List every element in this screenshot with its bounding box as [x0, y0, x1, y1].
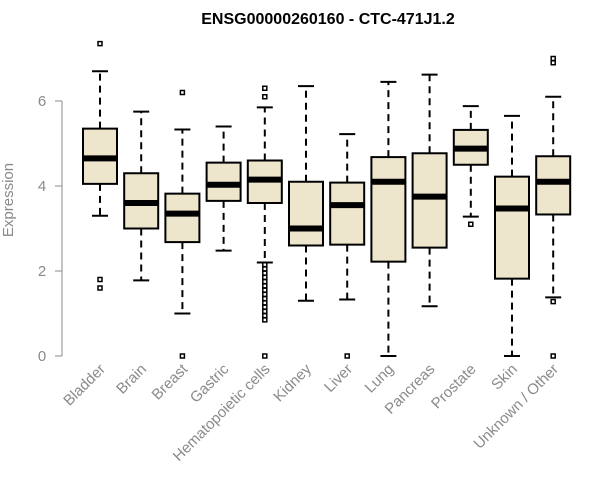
outlier-point [262, 274, 268, 281]
boxes-group [82, 40, 572, 359]
x-category-label: Skin [488, 361, 521, 394]
box-breast [164, 89, 201, 359]
outlier-point [262, 270, 268, 276]
outlier-point [344, 353, 350, 359]
iqr-box [164, 192, 201, 244]
iqr-box [411, 152, 448, 249]
iqr-box [535, 155, 572, 216]
x-category-label: Lung [362, 361, 398, 397]
outlier-point [262, 94, 268, 100]
outlier-point [262, 317, 268, 323]
box-unknown-other [535, 55, 572, 359]
outlier-point [262, 300, 268, 306]
box-hematopoietic-cells [246, 85, 283, 359]
outlier-point [179, 353, 186, 359]
outlier-point [97, 285, 103, 291]
outlier-point [262, 261, 268, 268]
box-gastric [205, 125, 242, 252]
outlier-point [262, 278, 268, 285]
x-category-label: Brain [113, 361, 150, 398]
x-category-label: Breast [149, 360, 192, 403]
box-brain [123, 110, 160, 282]
outlier-point [262, 287, 268, 293]
y-tick-label: 6 [38, 93, 46, 110]
box-bladder [82, 40, 118, 291]
outlier-point [97, 276, 103, 283]
x-category-label: Liver [321, 361, 356, 396]
box-kidney [288, 85, 324, 302]
x-category-label: Bladder [60, 361, 109, 410]
box-pancreas [411, 73, 448, 308]
box-prostate [452, 105, 489, 227]
iqr-box [288, 180, 324, 247]
y-tick-label: 2 [38, 263, 46, 280]
x-category-label: Prostate [428, 361, 480, 413]
outlier-point [97, 40, 103, 47]
outlier-point [550, 60, 556, 66]
outlier-point [550, 298, 556, 305]
iqr-box [494, 175, 530, 280]
outlier-point [550, 353, 556, 359]
outlier-point [262, 85, 268, 91]
outlier-point [468, 221, 474, 227]
box-liver [329, 133, 366, 359]
iqr-box [329, 181, 366, 246]
outlier-point [262, 312, 268, 319]
y-tick-label: 4 [38, 178, 46, 195]
outlier-point [262, 304, 268, 310]
box-lung [370, 80, 407, 357]
box-skin [494, 114, 530, 357]
y-axis-label: Expression [0, 163, 17, 237]
y-tick-label: 0 [38, 348, 46, 365]
outlier-point [179, 89, 186, 96]
outlier-point [262, 291, 268, 298]
outlier-point [262, 283, 268, 289]
x-category-label: Kidney [270, 360, 315, 405]
outlier-point [262, 353, 268, 359]
outlier-point [262, 308, 268, 315]
outlier-point [262, 266, 268, 272]
chart-title: ENSG00000260160 - CTC-471J1.2 [201, 11, 455, 28]
iqr-box [370, 156, 407, 263]
outlier-point [262, 295, 268, 302]
y-axis: 0 2 4 6 [38, 93, 63, 365]
outlier-point [550, 55, 556, 62]
